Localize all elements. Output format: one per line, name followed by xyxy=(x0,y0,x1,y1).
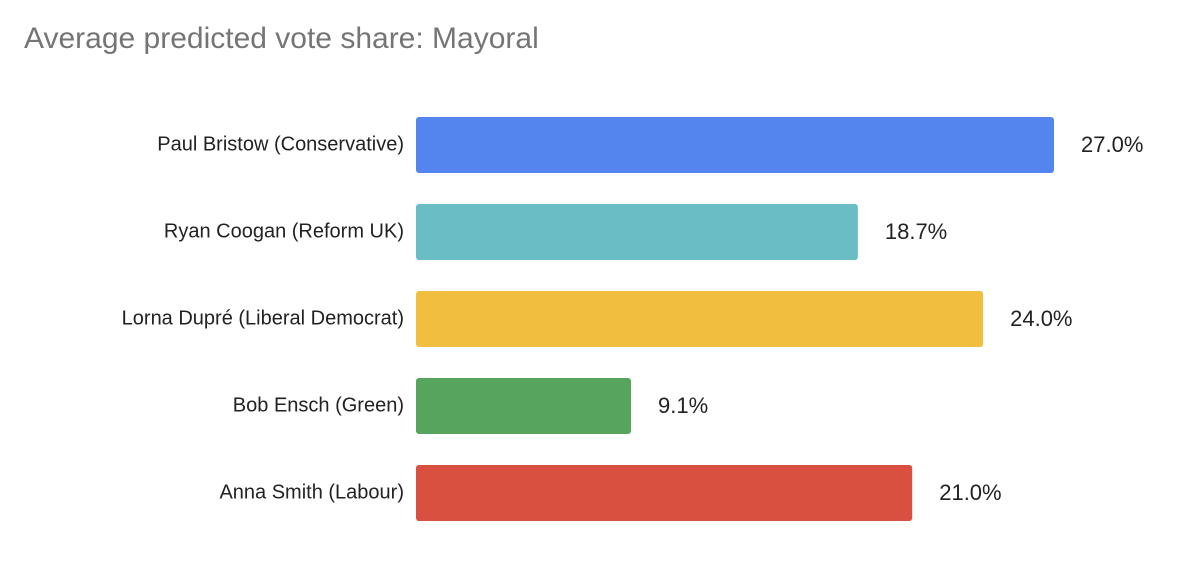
bar xyxy=(416,117,1054,173)
category-label: Paul Bristow (Conservative) xyxy=(157,133,404,155)
category-label: Bob Ensch (Green) xyxy=(233,394,404,416)
value-label: 27.0% xyxy=(1081,132,1143,157)
bar xyxy=(416,465,913,521)
bar xyxy=(416,204,858,260)
chart-title: Average predicted vote share: Mayoral xyxy=(24,22,539,55)
value-label: 21.0% xyxy=(939,480,1001,505)
bar xyxy=(416,378,632,434)
value-label: 24.0% xyxy=(1010,306,1072,331)
value-label: 9.1% xyxy=(658,393,708,418)
bar xyxy=(416,291,984,347)
category-label: Lorna Dupré (Liberal Democrat) xyxy=(122,307,404,329)
category-label: Ryan Coogan (Reform UK) xyxy=(164,220,404,242)
category-label: Anna Smith (Labour) xyxy=(219,481,404,503)
value-label: 18.7% xyxy=(885,219,947,244)
